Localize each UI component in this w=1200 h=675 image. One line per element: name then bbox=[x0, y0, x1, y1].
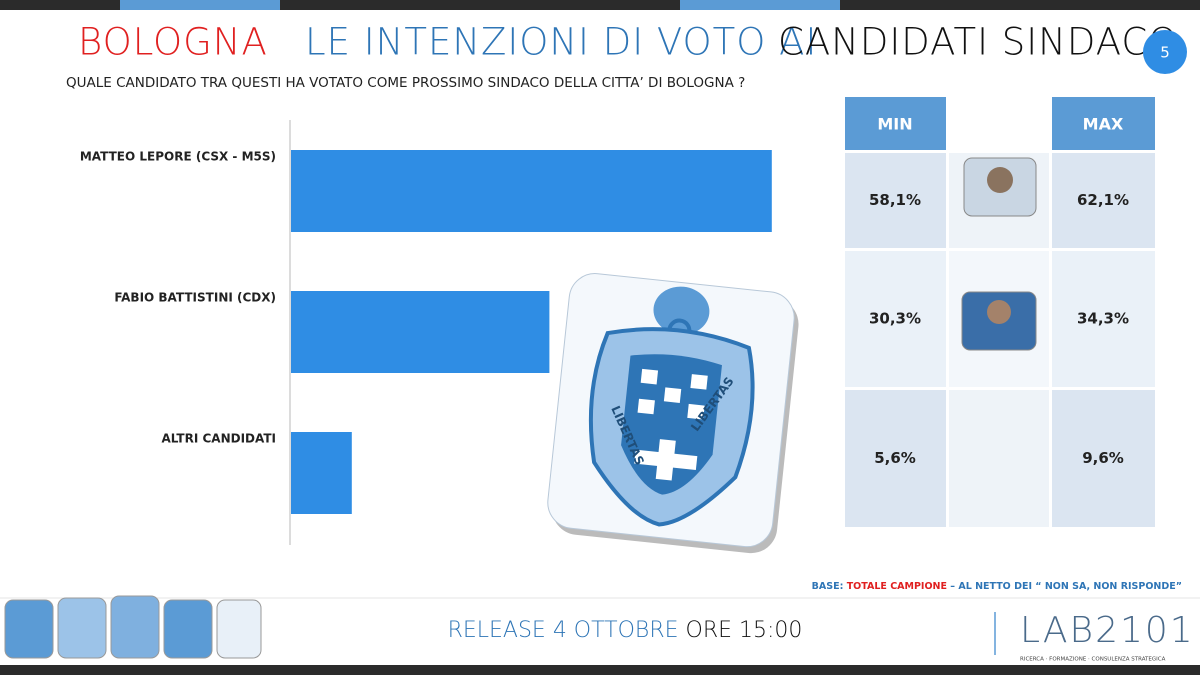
base-label: BASE: bbox=[812, 581, 844, 592]
column-header: MIN bbox=[877, 115, 912, 134]
base-text: – AL NETTO DEI “ NON SA, NON RISPONDE” bbox=[950, 581, 1182, 592]
shield-icon bbox=[110, 595, 160, 659]
header-cell bbox=[845, 97, 946, 150]
table-cell bbox=[1052, 153, 1155, 248]
table-cell bbox=[1052, 251, 1155, 387]
emblem: LIBERTAS LIBERTAS bbox=[547, 273, 799, 554]
title: BOLOGNA LE INTENZIONI DI VOTO AI CANDIDA… bbox=[78, 21, 1178, 64]
release-line: RELEASE 4 OTTOBRE ORE 15:00 bbox=[448, 618, 803, 643]
table-cell bbox=[845, 153, 946, 248]
release-time: ORE 15:00 bbox=[686, 618, 803, 643]
table-cell bbox=[845, 390, 946, 527]
bar bbox=[291, 150, 772, 232]
shield-icon bbox=[57, 597, 107, 659]
table-value: 30,3% bbox=[869, 310, 921, 328]
candidate-photo bbox=[987, 300, 1011, 324]
base-note: BASE: TOTALE CAMPIONE – AL NETTO DEI “ N… bbox=[812, 581, 1182, 592]
table-cell bbox=[845, 251, 946, 387]
question: QUALE CANDIDATO TRA QUESTI HA VOTATO COM… bbox=[66, 75, 745, 91]
shield-icon bbox=[216, 599, 262, 659]
column-header: MAX bbox=[1083, 115, 1124, 134]
shield-icon bbox=[163, 599, 213, 659]
page-badge bbox=[1143, 30, 1187, 74]
bar bbox=[291, 432, 352, 514]
table-value: 9,6% bbox=[1082, 449, 1124, 467]
logo-tagline: RICERCA · FORMAZIONE · CONSULENZA STRATE… bbox=[1020, 657, 1166, 663]
bar bbox=[291, 291, 550, 373]
base-sample: TOTALE CAMPIONE bbox=[847, 581, 947, 592]
shield-icon bbox=[4, 599, 54, 659]
table: MIN MAX bbox=[845, 97, 1155, 150]
table-cell bbox=[1052, 390, 1155, 527]
table-value: 62,1% bbox=[1077, 191, 1129, 209]
header-cell bbox=[1052, 97, 1155, 150]
top-strip bbox=[0, 0, 1200, 10]
table-cell bbox=[949, 390, 1049, 527]
title-city: BOLOGNA bbox=[78, 21, 268, 64]
category-label: MATTEO LEPORE (CSX - M5S) bbox=[80, 150, 276, 164]
release: RELEASE 4 OTTOBRE bbox=[448, 618, 679, 643]
category-label: ALTRI CANDIDATI bbox=[161, 432, 276, 446]
table-value: 5,6% bbox=[874, 449, 916, 467]
title-middle: LE INTENZIONI DI VOTO AI bbox=[305, 21, 817, 64]
table-value: 58,1% bbox=[869, 191, 921, 209]
table-value: 34,3% bbox=[1077, 310, 1129, 328]
title-end: CANDIDATI SINDACO bbox=[778, 21, 1178, 64]
shield-row bbox=[4, 595, 262, 659]
category-label: FABIO BATTISTINI (CDX) bbox=[114, 291, 276, 305]
top-accent bbox=[680, 0, 840, 10]
bar-chart: MATTEO LEPORE (CSX - M5S) FABIO BATTISTIN… bbox=[80, 150, 772, 514]
top-accent bbox=[120, 0, 280, 10]
logo: LAB2101 bbox=[1020, 610, 1195, 651]
bottom-strip bbox=[0, 665, 1200, 675]
page-number: 5 bbox=[1160, 44, 1170, 62]
candidate-photo bbox=[987, 167, 1013, 193]
